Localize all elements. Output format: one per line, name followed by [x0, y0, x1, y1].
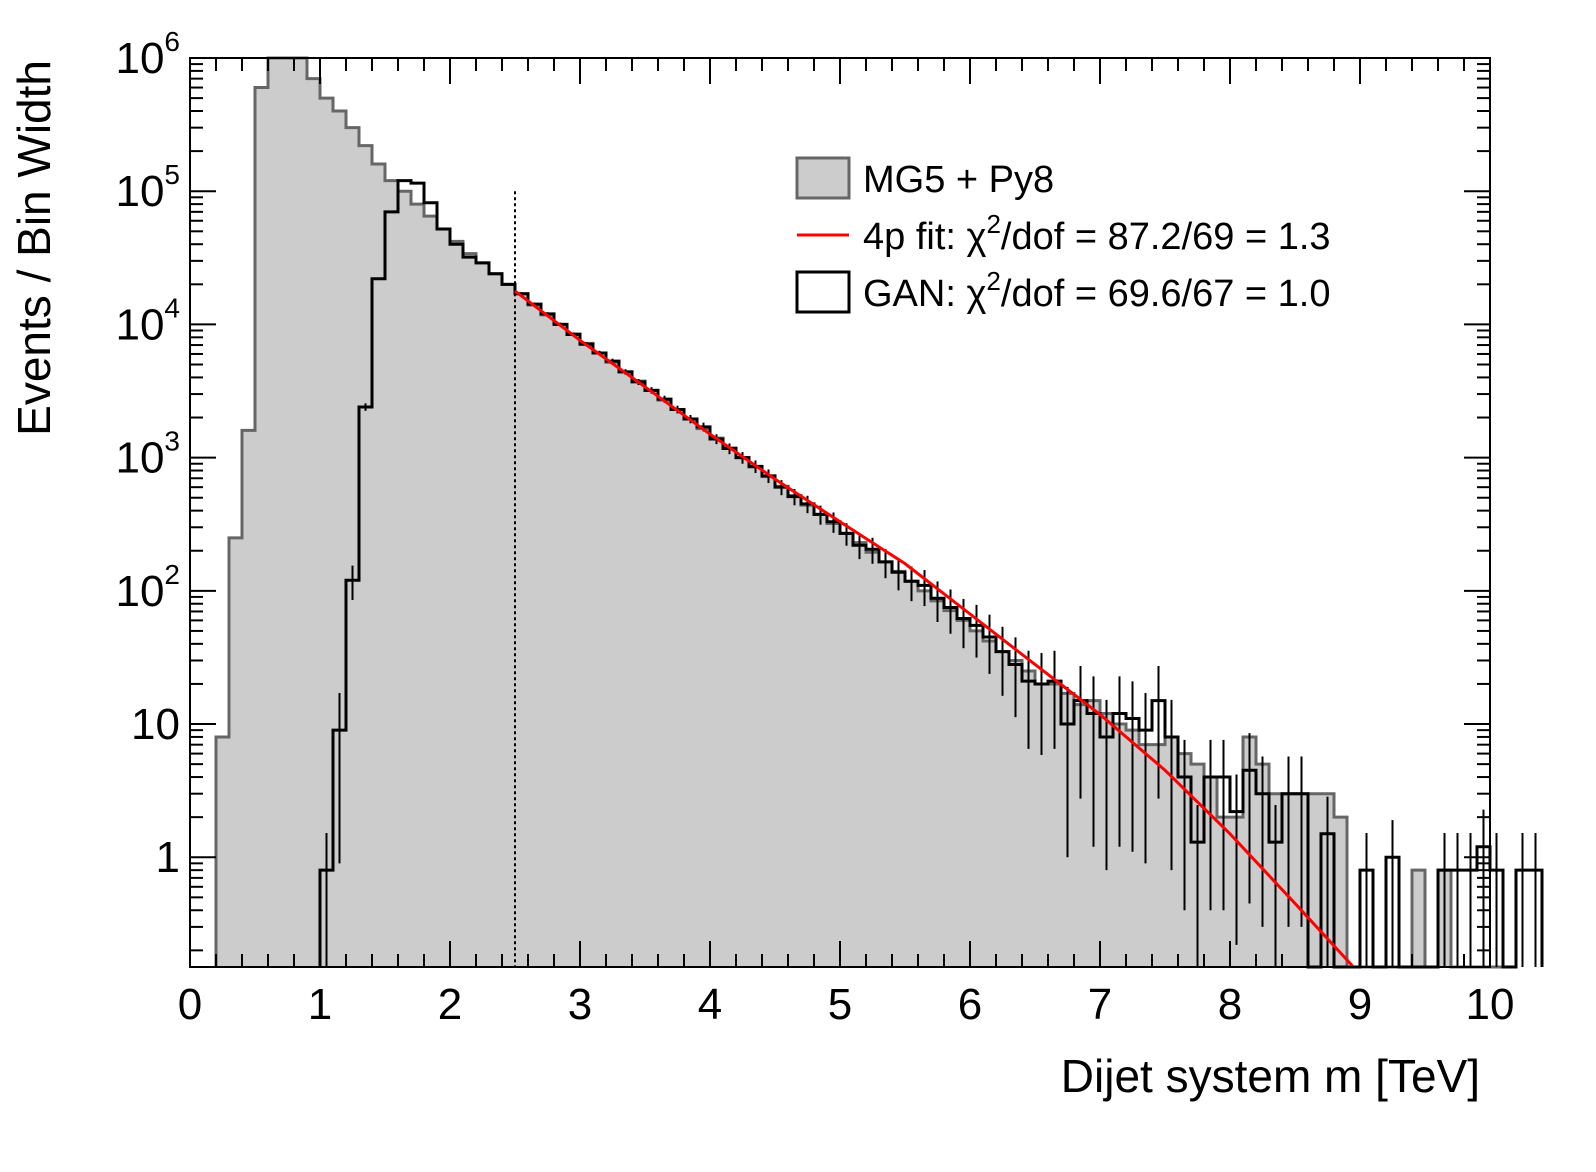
mg5-fill: [216, 58, 1503, 967]
y-tick-exponent: 5: [164, 159, 180, 190]
legend-text-pre: GAN: χ: [863, 273, 986, 315]
x-axis-title: Dijet system m [TeV]: [1061, 1050, 1480, 1102]
gan-outline: [318, 179, 1544, 969]
legend-text-pre: 4p fit: χ: [863, 216, 986, 258]
y-tick-exponent: 2: [164, 559, 180, 590]
x-tick-label: 10: [1466, 980, 1515, 1029]
y-tick-label: 10: [131, 700, 180, 749]
x-tick-labels: 0 1 2 3 4 5 6 7 8 9 10: [178, 980, 1515, 1029]
x-tick-label: 3: [568, 980, 592, 1029]
histogram-layer: [214, 56, 1544, 969]
y-tick-exponent: 3: [164, 426, 180, 457]
y-axis-title: Events / Bin Width: [8, 60, 60, 436]
x-tick-label: 0: [178, 980, 202, 1029]
legend-text-sup: 2: [986, 209, 1000, 239]
y-tick-base: 10: [115, 567, 164, 616]
y-tick-label: 103: [115, 426, 180, 483]
fit-layer: [514, 289, 1355, 969]
legend-label-fit: 4p fit: χ2/dof = 87.2/69 = 1.3: [863, 209, 1331, 258]
y-tick-base: 1: [156, 833, 180, 882]
x-tick-label: 4: [698, 980, 722, 1029]
y-tick-exponent: 4: [164, 292, 180, 323]
axis-ticks: [189, 57, 1491, 967]
legend-label-gan: GAN: χ2/dof = 69.6/67 = 1.0: [863, 266, 1331, 315]
legend-label-mg5: MG5 + Py8: [863, 159, 1054, 201]
x-tick-label: 1: [308, 980, 332, 1029]
y-tick-label: 104: [115, 292, 180, 349]
legend-swatch-gan: [795, 270, 851, 314]
fit-curve: [514, 289, 1355, 969]
x-tick-label: 8: [1218, 980, 1242, 1029]
x-tick-label: 5: [828, 980, 852, 1029]
y-tick-base: 10: [115, 167, 164, 216]
x-tick-label: 7: [1088, 980, 1112, 1029]
legend-text-post: /dof = 69.6/67 = 1.0: [1001, 273, 1331, 315]
y-tick-exponent: 6: [164, 26, 180, 57]
y-tick-base: 10: [115, 434, 164, 483]
y-tick-base: 10: [115, 300, 164, 349]
legend: MG5 + Py8 4p fit: χ2/dof = 87.2/69 = 1.3 G…: [795, 156, 1331, 315]
x-tick-label: 6: [958, 980, 982, 1029]
legend-text-sup: 2: [986, 266, 1000, 296]
legend-text-post: /dof = 87.2/69 = 1.3: [1001, 216, 1331, 258]
y-tick-label: 106: [115, 26, 180, 83]
y-tick-label: 105: [115, 159, 180, 216]
y-tick-base: 10: [115, 34, 164, 83]
y-tick-label: 1: [156, 833, 180, 882]
x-tick-label: 9: [1348, 980, 1372, 1029]
y-tick-label: 102: [115, 559, 180, 616]
legend-swatch-mg5: [795, 156, 851, 200]
x-tick-label: 2: [438, 980, 462, 1029]
y-tick-base: 10: [131, 700, 180, 749]
